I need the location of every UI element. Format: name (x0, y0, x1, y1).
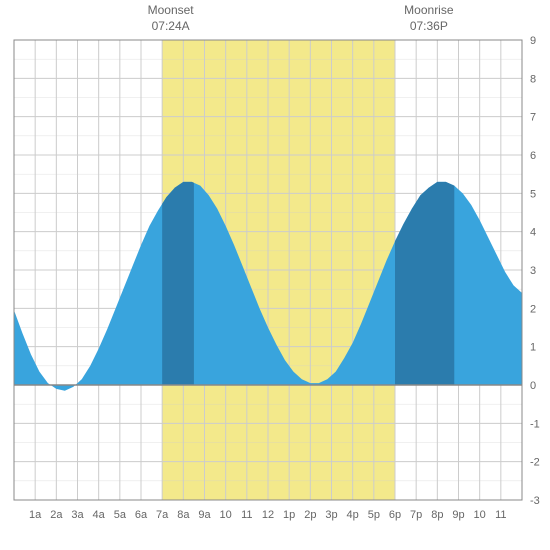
y-tick-label: 8 (530, 73, 536, 85)
y-tick-label: 6 (530, 150, 536, 162)
y-tick-label: -2 (530, 457, 540, 469)
x-tick-label: 9a (198, 509, 211, 521)
y-tick-label: 4 (530, 227, 536, 239)
x-tick-label: 11 (495, 509, 506, 521)
x-tick-label: 5p (368, 509, 380, 521)
y-tick-label: -1 (530, 418, 540, 430)
tide-chart-svg: -3-2-101234567891a2a3a4a5a6a7a8a9a101112… (0, 0, 550, 550)
x-tick-label: 10 (220, 509, 232, 521)
y-tick-label: 1 (530, 342, 536, 354)
y-tick-label: 7 (530, 112, 536, 124)
x-tick-label: 7a (156, 509, 169, 521)
x-tick-label: 5a (114, 509, 127, 521)
x-tick-label: 11 (241, 509, 252, 521)
tide-chart: -3-2-101234567891a2a3a4a5a6a7a8a9a101112… (0, 0, 550, 550)
x-tick-label: 4a (93, 509, 106, 521)
x-tick-label: 6a (135, 509, 148, 521)
y-tick-label: -3 (530, 495, 540, 507)
x-tick-label: 3a (71, 509, 84, 521)
x-tick-label: 10 (474, 509, 486, 521)
y-tick-label: 0 (530, 380, 536, 392)
x-tick-label: 2a (50, 509, 63, 521)
x-tick-label: 8a (177, 509, 190, 521)
y-tick-label: 2 (530, 303, 536, 315)
y-tick-label: 9 (530, 35, 536, 47)
moon-event-time: 07:24A (152, 19, 190, 33)
x-tick-label: 7p (410, 509, 422, 521)
x-tick-label: 1p (283, 509, 295, 521)
x-tick-label: 3p (325, 509, 337, 521)
x-tick-label: 8p (431, 509, 443, 521)
x-tick-label: 6p (389, 509, 401, 521)
y-tick-label: 3 (530, 265, 536, 277)
moon-event-title: Moonset (148, 3, 195, 17)
x-tick-label: 1a (29, 509, 42, 521)
x-tick-label: 2p (304, 509, 316, 521)
x-tick-label: 9p (452, 509, 464, 521)
x-tick-label: 12 (262, 509, 274, 521)
moon-event-time: 07:36P (410, 19, 448, 33)
moon-event-title: Moonrise (404, 3, 454, 17)
x-tick-label: 4p (347, 509, 359, 521)
y-tick-label: 5 (530, 188, 536, 200)
